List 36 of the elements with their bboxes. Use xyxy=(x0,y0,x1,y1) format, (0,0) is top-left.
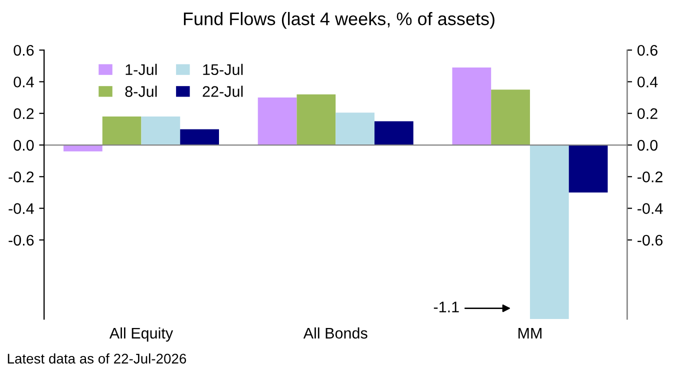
y-tick-label: 0.4 xyxy=(14,76,34,88)
x-tick-label: All Equity xyxy=(109,327,174,342)
chart-title: Fund Flows (last 4 weeks, % of assets) xyxy=(184,12,494,29)
bar xyxy=(180,129,219,146)
bar xyxy=(141,116,180,146)
legend-label: 8-Jul xyxy=(125,86,157,97)
bar xyxy=(258,98,297,146)
bar xyxy=(64,145,102,152)
bar xyxy=(296,94,336,146)
bar xyxy=(568,145,608,192)
x-tick-label: All Bonds xyxy=(303,327,368,339)
y-tick-label: -0.6 xyxy=(8,234,34,246)
bar xyxy=(452,67,492,146)
bar xyxy=(530,145,569,320)
y2-tick-label: -0.6 xyxy=(638,234,663,246)
y-tick-label: 0.0 xyxy=(14,140,34,151)
y2-tick-label: 0.6 xyxy=(637,44,658,56)
bar xyxy=(491,90,530,146)
bar xyxy=(102,116,142,146)
y2-tick-label: 0.2 xyxy=(637,108,658,120)
y-tick-label: 0.2 xyxy=(14,108,34,120)
legend-label: 15-Jul xyxy=(203,64,243,76)
y2-tick-label: 0.4 xyxy=(637,76,658,88)
x-tick-label: MM xyxy=(518,328,542,338)
text: Latest data as of 22-Jul-2026 xyxy=(8,353,186,364)
y2-tick-label: -0.4 xyxy=(638,203,663,214)
bar xyxy=(336,112,374,146)
bar xyxy=(374,121,414,146)
annotation: -1.1 xyxy=(434,302,459,312)
y2-tick-label: 0.0 xyxy=(637,140,658,151)
y2-tick-label: -0.2 xyxy=(638,172,662,182)
y-tick-label: 0.6 xyxy=(14,44,34,56)
legend-label: 1-Jul xyxy=(126,64,157,76)
y-tick-label: -0.2 xyxy=(8,172,34,182)
y-tick-label: -0.4 xyxy=(8,203,34,214)
legend-label: 22-Jul xyxy=(202,86,243,97)
